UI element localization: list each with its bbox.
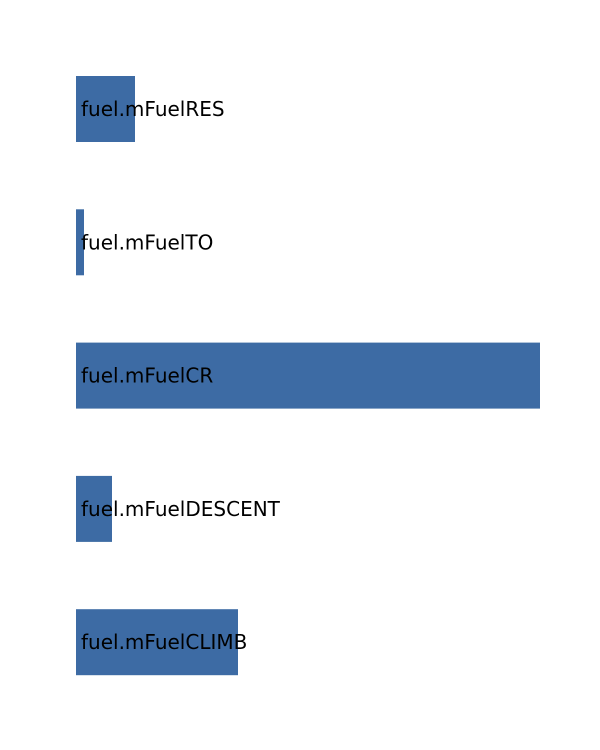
- bar-fuel-mfuelres: [76, 76, 135, 142]
- bar-fuel-mfueldescent: [76, 475, 112, 542]
- labels-group: fuel.mFuelRES fuel.mFuelTO fuel.mFuelCR fue…: [81, 97, 281, 654]
- bar-label-fuel-mfuelto: fuel.mFuelTO: [81, 230, 213, 254]
- bar-label-fuel-mfueldescent: fuel.mFuelDESCENT: [81, 497, 281, 521]
- bars-group: [76, 76, 540, 676]
- bar-label-fuel-mfuelcr: fuel.mFuelCR: [81, 364, 213, 388]
- bar-fuel-mfuelto: [76, 209, 84, 276]
- bar-label-fuel-mfuelclimb: fuel.mFuelCLIMB: [81, 630, 247, 654]
- bar-fuel-mfuelclimb: [76, 609, 238, 676]
- bar-fuel-mfuelcr: [76, 342, 540, 409]
- bar-label-fuel-mfuelres: fuel.mFuelRES: [81, 97, 225, 121]
